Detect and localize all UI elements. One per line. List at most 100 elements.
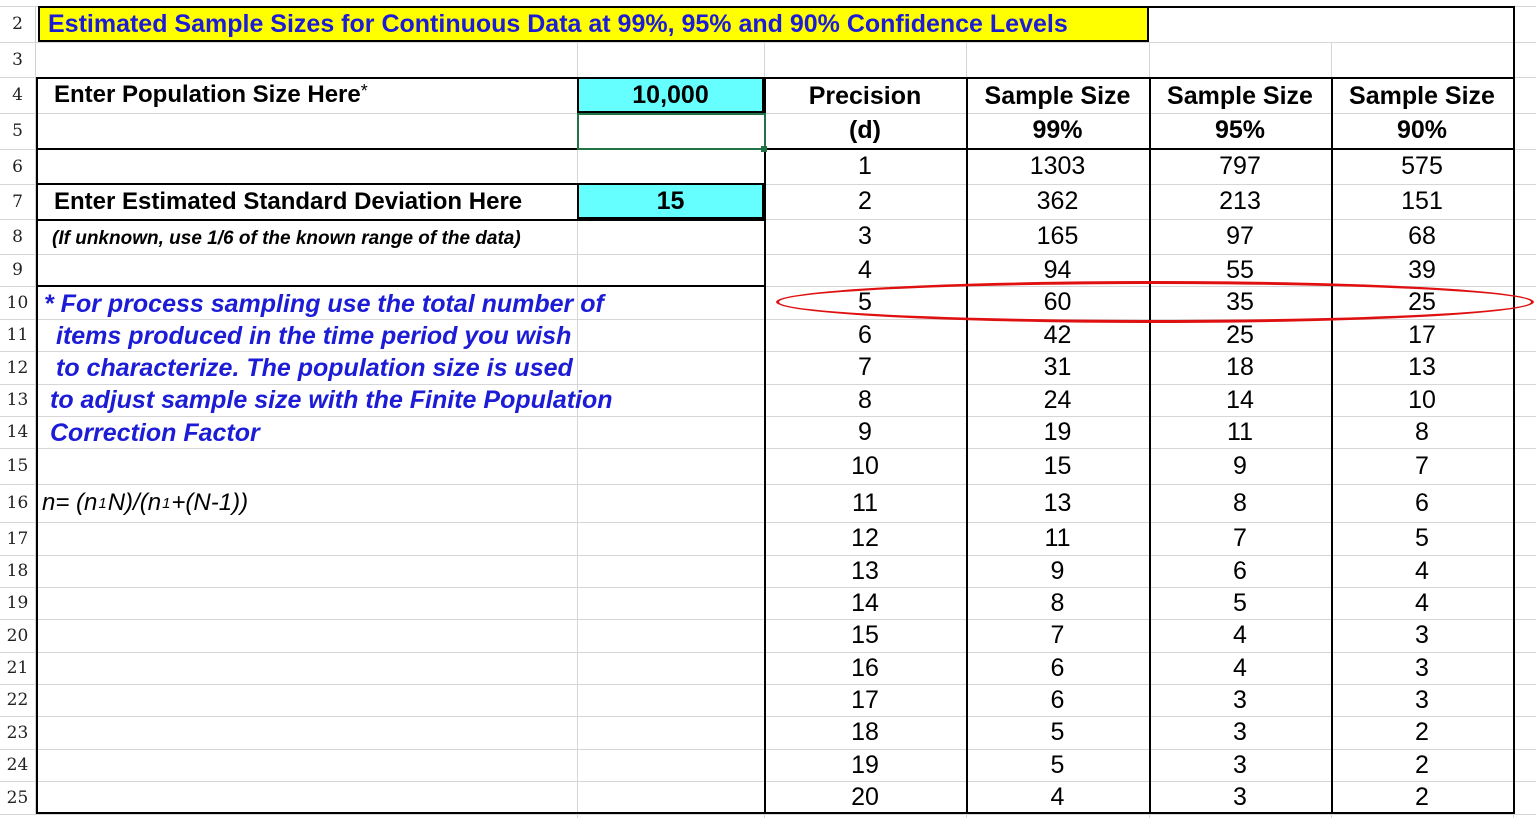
sample-size-95-cell[interactable]: 8 [1233,488,1247,517]
row-header[interactable]: 4 [0,77,36,113]
sample-size-90-cell[interactable]: 13 [1408,353,1436,381]
sample-size-90-cell[interactable]: 68 [1408,222,1436,250]
sample-size-90-cell[interactable]: 8 [1415,417,1429,446]
precision-cell[interactable]: 12 [851,524,879,552]
precision-cell[interactable]: 10 [851,451,879,480]
sample-size-90-cell[interactable]: 7 [1415,451,1429,480]
selected-cell[interactable] [577,113,766,150]
sample-size-95-cell[interactable]: 18 [1226,353,1254,381]
row-header[interactable]: 15 [0,448,36,484]
sample-size-99-cell[interactable]: 362 [1036,187,1079,215]
sample-size-90-cell[interactable]: 151 [1401,187,1443,215]
std-dev-note[interactable]: (If unknown, use 1/6 of the known range … [52,228,521,249]
sample-size-99-cell[interactable]: 5 [1050,750,1065,779]
sample-size-95-cell[interactable]: 55 [1226,255,1254,284]
sample-size-95-cell[interactable]: 14 [1226,385,1254,414]
precision-cell[interactable]: 14 [851,588,879,617]
column-header-line1[interactable]: Precision [808,81,922,110]
sample-size-95-cell[interactable]: 3 [1233,750,1247,779]
sample-size-99-cell[interactable]: 94 [1043,255,1072,284]
footnote-line-2[interactable]: items produced in the time period you wi… [56,321,572,350]
precision-cell[interactable]: 3 [858,222,872,250]
sample-size-95-cell[interactable]: 4 [1233,653,1247,682]
sample-size-90-cell[interactable]: 2 [1415,783,1429,811]
precision-cell[interactable]: 9 [858,417,872,446]
precision-cell[interactable]: 2 [858,187,872,215]
precision-cell[interactable]: 11 [852,488,878,517]
column-header-line2[interactable]: 95% [1214,116,1266,144]
sample-size-99-cell[interactable]: 5 [1050,718,1065,746]
row-header[interactable]: 5 [0,113,36,149]
sample-size-90-cell[interactable]: 10 [1408,385,1436,414]
precision-cell[interactable]: 13 [851,556,879,585]
sample-size-90-cell[interactable]: 4 [1415,588,1429,617]
column-header-line1[interactable]: Sample Size [984,81,1131,110]
sample-size-99-cell[interactable]: 8 [1050,588,1065,617]
sample-size-90-cell[interactable]: 575 [1401,152,1443,180]
sample-size-90-cell[interactable]: 3 [1415,653,1429,682]
population-label[interactable]: Enter Population Size Here * [54,79,368,111]
row-header[interactable]: 10 [0,286,36,319]
precision-cell[interactable]: 16 [851,653,879,682]
row-header[interactable]: 7 [0,184,36,219]
row-header[interactable]: 18 [0,555,36,587]
precision-cell[interactable]: 15 [851,621,879,649]
precision-cell[interactable]: 8 [858,385,872,414]
row-header[interactable]: 21 [0,652,36,684]
sample-size-99-cell[interactable]: 6 [1050,685,1065,714]
sample-size-90-cell[interactable]: 3 [1415,621,1429,649]
sample-size-99-cell[interactable]: 19 [1043,417,1072,446]
column-header-line1[interactable]: Sample Size [1349,81,1495,110]
footnote-line-5[interactable]: Correction Factor [50,418,260,447]
sample-size-95-cell[interactable]: 797 [1219,152,1261,180]
row-header[interactable]: 20 [0,619,36,652]
sample-size-90-cell[interactable]: 2 [1415,750,1429,779]
precision-cell[interactable]: 6 [858,320,872,349]
footnote-line-3[interactable]: to characterize. The population size is … [56,353,573,382]
sample-size-99-cell[interactable]: 31 [1043,353,1072,381]
column-header-line1[interactable]: Sample Size [1167,81,1313,110]
sample-size-90-cell[interactable]: 39 [1408,255,1436,284]
precision-cell[interactable]: 18 [851,718,879,746]
row-header[interactable]: 25 [0,781,36,814]
row-header[interactable]: 16 [0,484,36,522]
sample-size-99-cell[interactable]: 6 [1050,653,1065,682]
sample-size-95-cell[interactable]: 213 [1219,187,1261,215]
sample-size-95-cell[interactable]: 97 [1226,222,1254,250]
sample-size-95-cell[interactable]: 3 [1233,718,1247,746]
std-dev-input[interactable]: 15 [577,183,764,219]
sample-size-99-cell[interactable]: 9 [1050,556,1065,585]
row-header[interactable]: 23 [0,716,36,749]
sample-size-99-cell[interactable]: 11 [1044,524,1071,552]
sample-size-90-cell[interactable]: 5 [1415,524,1429,552]
sample-size-99-cell[interactable]: 15 [1043,451,1072,480]
row-header[interactable]: 19 [0,587,36,619]
precision-cell[interactable]: 20 [851,783,879,811]
footnote-line-1[interactable]: * For process sampling use the total num… [44,289,604,318]
sample-size-90-cell[interactable]: 2 [1415,718,1429,746]
fill-handle[interactable] [761,146,767,152]
precision-cell[interactable]: 7 [858,353,872,381]
row-header[interactable]: 17 [0,522,36,555]
row-header[interactable]: 9 [0,254,36,286]
sample-size-99-cell[interactable]: 24 [1043,385,1072,414]
column-header-line2[interactable]: 90% [1396,116,1448,144]
row-header[interactable]: 11 [0,319,36,351]
sample-size-99-cell[interactable]: 1303 [1029,152,1086,180]
row-header[interactable]: 6 [0,149,36,184]
row-header[interactable]: 3 [0,42,36,77]
sheet-title[interactable]: Estimated Sample Sizes for Continuous Da… [38,6,1149,42]
column-header-line2[interactable]: (d) [849,116,881,144]
sample-size-90-cell[interactable]: 17 [1408,320,1436,349]
sample-size-95-cell[interactable]: 6 [1233,556,1247,585]
row-header[interactable]: 12 [0,351,36,384]
sample-size-99-cell[interactable]: 4 [1050,783,1065,811]
sample-size-95-cell[interactable]: 7 [1233,524,1247,552]
sample-size-99-cell[interactable]: 42 [1043,320,1072,349]
sample-size-90-cell[interactable]: 3 [1415,685,1429,714]
sample-size-95-cell[interactable]: 25 [1226,320,1254,349]
precision-cell[interactable]: 1 [858,152,872,180]
row-header[interactable]: 2 [0,6,36,42]
fpc-formula[interactable]: n= (n 1 N)/(n 1 +(N-1)) [42,486,248,520]
footnote-line-4[interactable]: to adjust sample size with the Finite Po… [50,385,613,414]
